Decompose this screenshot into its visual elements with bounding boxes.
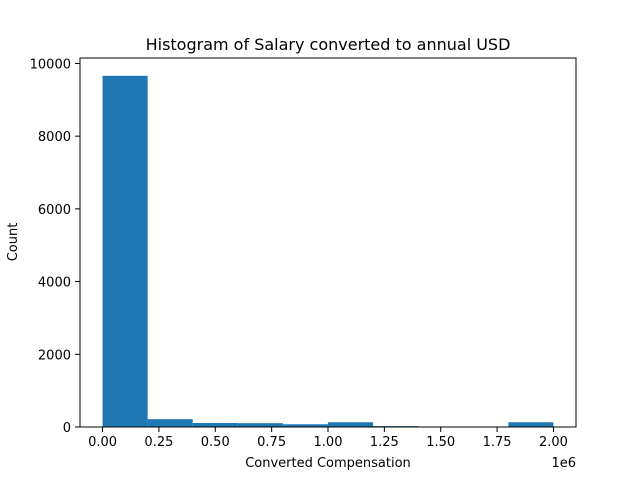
x-tick-label: 1.25	[370, 435, 399, 450]
x-axis-offset-label: 1e6	[551, 456, 576, 471]
histogram-bar-5	[328, 422, 374, 427]
x-tick-label: 1.50	[426, 435, 455, 450]
x-tick-label: 1.00	[314, 435, 343, 450]
y-tick-label: 2000	[38, 348, 71, 363]
y-axis-ticks: 0 2000 4000 6000 8000 10000	[30, 57, 80, 436]
histogram-bar-1	[147, 419, 193, 427]
y-tick-label: 8000	[38, 130, 71, 145]
y-tick-label: 0	[63, 421, 71, 436]
y-tick-label: 4000	[38, 276, 71, 291]
y-tick-label: 10000	[30, 57, 71, 72]
x-tick-label: 1.75	[483, 435, 512, 450]
chart-title: Histogram of Salary converted to annual …	[146, 35, 511, 54]
x-tick-label: 2.00	[539, 435, 568, 450]
x-tick-label: 0.00	[88, 435, 117, 450]
histogram-bar-3	[237, 423, 283, 427]
x-tick-label: 0.50	[201, 435, 230, 450]
histogram-bar-9	[508, 422, 554, 427]
histogram-bar-2	[192, 423, 238, 427]
x-tick-label: 0.75	[257, 435, 286, 450]
x-axis-ticks: 0.00 0.25 0.50 0.75 1.00 1.25 1.50 1.75 2.00	[88, 427, 568, 450]
y-axis-title: Count	[6, 223, 21, 262]
plot-frame	[79, 57, 577, 428]
histogram-bar-0	[102, 75, 148, 428]
x-tick-label: 0.25	[144, 435, 173, 450]
y-tick-label: 6000	[38, 203, 71, 218]
bars-group	[102, 75, 554, 428]
x-axis-title: Converted Compensation	[245, 456, 411, 471]
histogram-bar-4	[282, 424, 328, 427]
